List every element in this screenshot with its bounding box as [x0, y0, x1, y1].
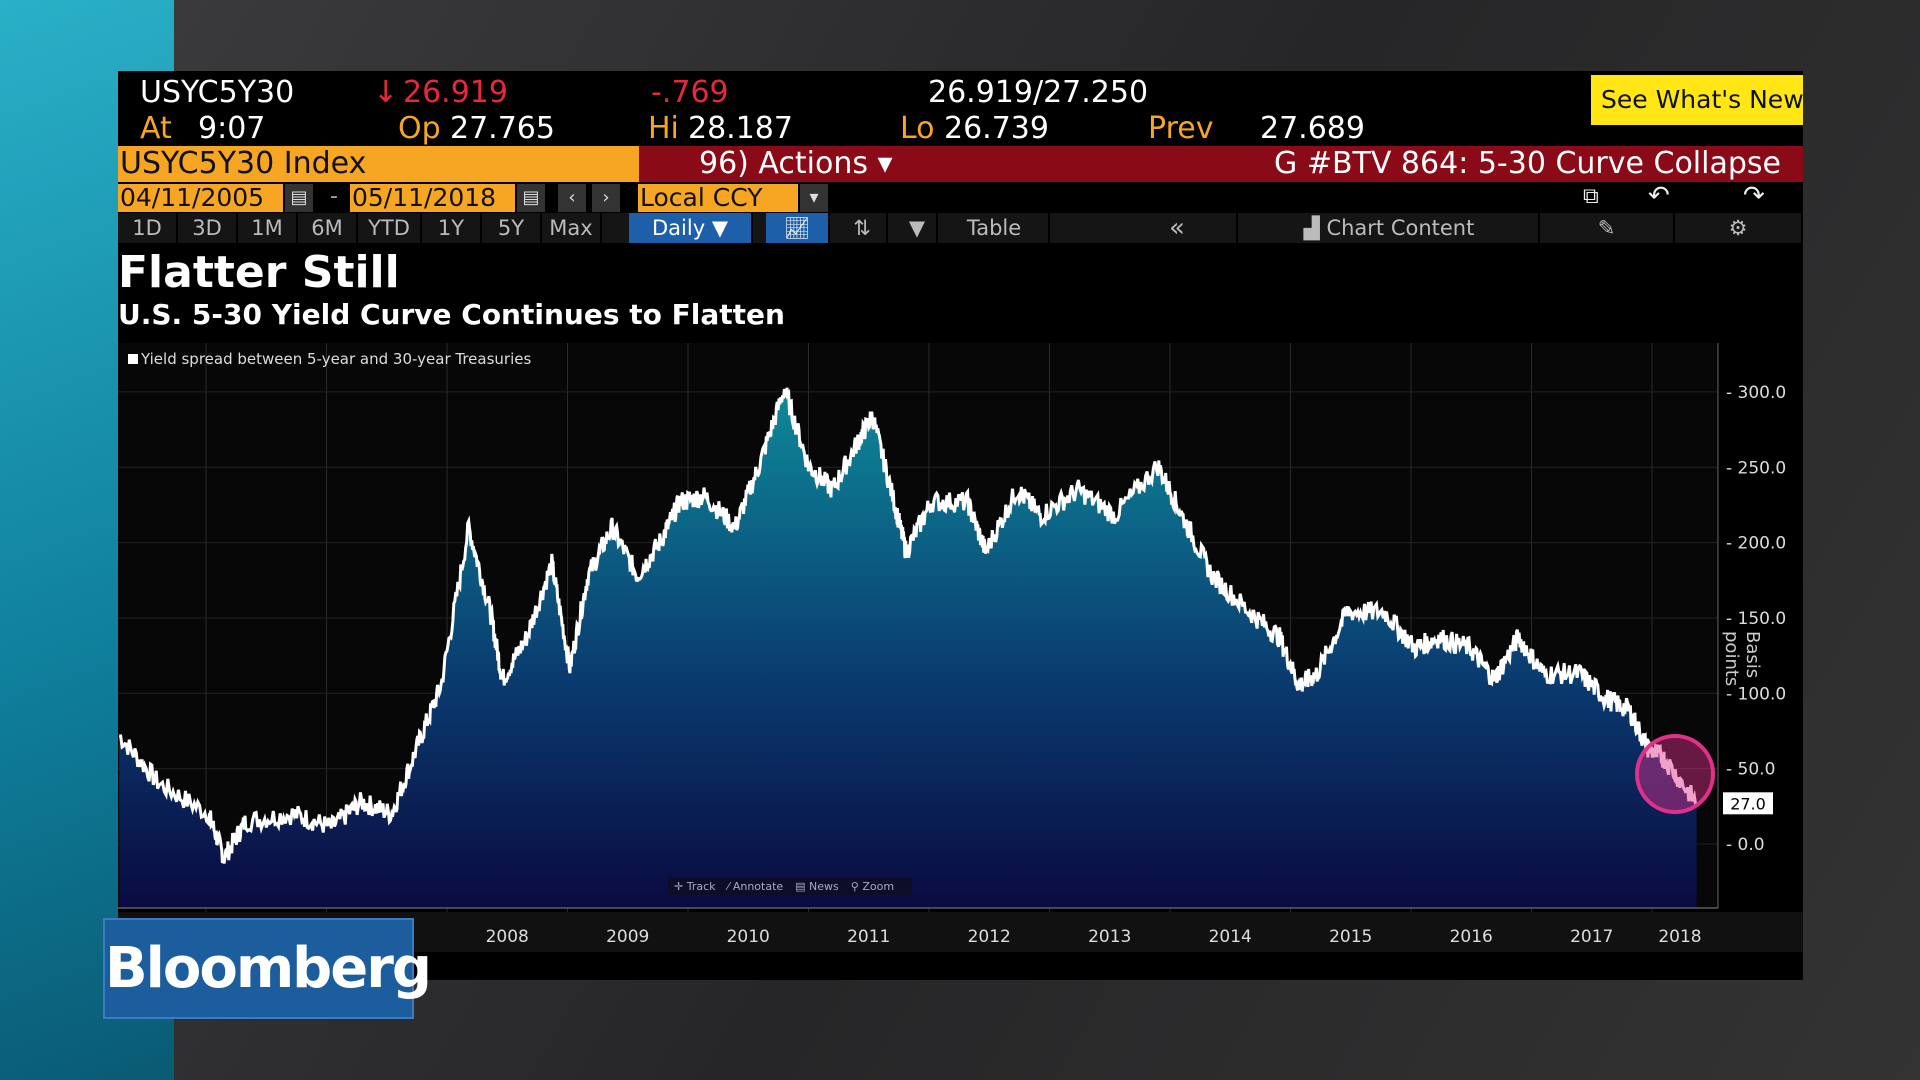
- prev-label: Prev: [1148, 111, 1214, 146]
- down-arrow-icon: ↓: [373, 75, 399, 110]
- popup-text: See What's New in G: [1601, 85, 1803, 114]
- chart-title: Flatter Still: [118, 247, 400, 298]
- open-value: 27.765: [450, 111, 555, 146]
- screen-icon[interactable]: ⧉: [1583, 184, 1599, 209]
- x-tick-label: 2012: [968, 927, 1011, 947]
- period-1d[interactable]: 1D: [118, 213, 178, 243]
- y-tick-label: - 100.0: [1726, 684, 1786, 704]
- news-tool[interactable]: ▤ News: [795, 880, 839, 893]
- highlight-circle: [1635, 734, 1715, 814]
- story-bar: 96) Actions ▾ G #BTV 864: 5-30 Curve Col…: [639, 146, 1803, 182]
- ticker: USYC5Y30: [140, 75, 295, 110]
- calendar-icon[interactable]: ▤: [285, 184, 313, 212]
- at-label: At: [140, 111, 172, 146]
- line-chart-icon[interactable]: 📈︎: [766, 213, 830, 243]
- x-tick-label: 2018: [1658, 927, 1701, 947]
- prev-arrow-icon[interactable]: ‹: [558, 184, 586, 212]
- gear-icon[interactable]: ⚙: [1675, 213, 1803, 243]
- calendar-icon[interactable]: ▤: [517, 184, 545, 212]
- period-6m[interactable]: 6M: [298, 213, 358, 243]
- chart-toolbar: 1D 3D 1M 6M YTD 1Y 5Y Max Daily ▼ 📈︎ ⇅ ▼…: [118, 213, 1803, 243]
- track-tool[interactable]: ✛ Track: [674, 880, 716, 893]
- low-value: 26.739: [944, 111, 1049, 146]
- y-tick-label: - 50.0: [1726, 760, 1775, 780]
- period-1y[interactable]: 1Y: [422, 213, 482, 243]
- table-button[interactable]: Table: [940, 213, 1050, 243]
- chart-icon: ▟: [1303, 216, 1327, 240]
- series-line: [119, 387, 1697, 864]
- x-tick-label: 2017: [1570, 927, 1613, 947]
- legend-swatch: [128, 354, 138, 364]
- high-value: 28.187: [688, 111, 793, 146]
- collapse-button[interactable]: «: [1118, 213, 1238, 243]
- low-label: Lo: [900, 111, 935, 146]
- annotate-tool[interactable]: ⁄ Annotate: [727, 880, 784, 893]
- y-tick-label: - 0.0: [1726, 835, 1765, 855]
- period-3d[interactable]: 3D: [178, 213, 238, 243]
- x-tick-label: 2015: [1329, 927, 1372, 947]
- chart-content-button[interactable]: ▟ Chart Content: [1240, 213, 1540, 243]
- end-date-input[interactable]: 05/11/2018: [350, 184, 515, 212]
- chart-subtitle: U.S. 5-30 Yield Curve Continues to Flatt…: [118, 298, 785, 331]
- x-tick-label: 2016: [1450, 927, 1493, 947]
- actions-menu[interactable]: 96) Actions ▾: [699, 146, 893, 181]
- open-label: Op: [398, 111, 441, 146]
- story-title[interactable]: G #BTV 864: 5-30 Curve Collapse: [1274, 146, 1781, 181]
- currency-select[interactable]: Local CCY: [638, 184, 798, 212]
- y-tick-label: - 200.0: [1726, 534, 1786, 554]
- x-tick-label: 2008: [486, 927, 529, 947]
- chart-tools: ✛ Track ⁄ Annotate ▤ News ⚲ Zoom: [668, 878, 913, 895]
- time: 9:07: [198, 111, 266, 146]
- period-1m[interactable]: 1M: [238, 213, 298, 243]
- next-arrow-icon[interactable]: ›: [592, 184, 620, 212]
- prev-value: 27.689: [1260, 111, 1365, 146]
- period-5y[interactable]: 5Y: [482, 213, 542, 243]
- legend: Yield spread between 5-year and 30-year …: [128, 350, 531, 368]
- last-value-box: [1723, 792, 1773, 815]
- x-tick-label: 2009: [606, 927, 649, 947]
- date-separator: -: [330, 184, 338, 209]
- zoom-tool[interactable]: ⚲ Zoom: [850, 880, 895, 893]
- bloomberg-logo: Bloomberg: [103, 918, 432, 1019]
- high-label: Hi: [648, 111, 679, 146]
- last-price: 26.919: [403, 75, 508, 110]
- last-value-label: 27.0: [1730, 794, 1766, 813]
- yield-spread-chart: - 300.0 - 250.0 - 200.0 - 150.0 - 100.0 - 50.…: [118, 343, 1803, 952]
- security-field[interactable]: USYC5Y30 Index: [118, 146, 639, 182]
- x-tick-label: 2010: [727, 927, 770, 947]
- series-area: [119, 387, 1697, 908]
- chevron-down-icon[interactable]: ▾: [800, 184, 828, 212]
- period-max[interactable]: Max: [542, 213, 602, 243]
- x-tick-label: 2013: [1088, 927, 1131, 947]
- bars-icon[interactable]: ⇅: [838, 213, 888, 243]
- bloomberg-terminal-window: USYC5Y30 ↓ 26.919 -.769 26.919/27.250 At…: [118, 71, 1803, 980]
- chevron-down-icon[interactable]: ▼: [898, 213, 938, 243]
- x-tick-label: 2014: [1209, 927, 1252, 947]
- bid-ask: 26.919/27.250: [928, 75, 1149, 110]
- y-tick-label: - 250.0: [1726, 458, 1786, 478]
- period-ytd[interactable]: YTD: [358, 213, 422, 243]
- net-change: -.769: [651, 75, 729, 110]
- y-tick-label: - 300.0: [1726, 383, 1786, 403]
- legend-label: Yield spread between 5-year and 30-year …: [141, 350, 532, 368]
- redo-icon[interactable]: ↷: [1743, 181, 1765, 211]
- whats-new-popup[interactable]: See What's New in G ×: [1591, 75, 1803, 125]
- edit-icon[interactable]: ✎: [1540, 213, 1675, 243]
- chart-content-label: Chart Content: [1326, 216, 1475, 240]
- y-axis-label: Basis points: [1721, 631, 1763, 687]
- x-tick-label: 2011: [847, 927, 890, 947]
- undo-icon[interactable]: ↶: [1648, 181, 1670, 211]
- frequency-dropdown[interactable]: Daily ▼: [629, 213, 753, 243]
- start-date-input[interactable]: 04/11/2005: [118, 184, 283, 212]
- y-tick-label: - 150.0: [1726, 609, 1786, 629]
